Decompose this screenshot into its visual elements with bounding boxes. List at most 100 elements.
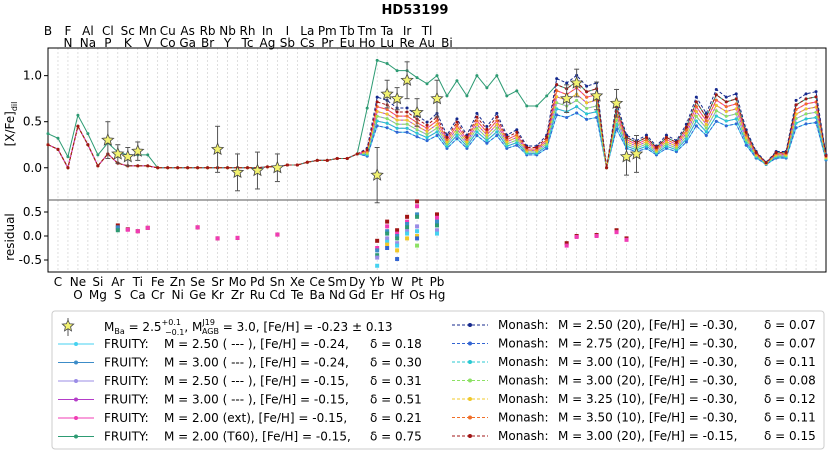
element-label: Ni	[172, 288, 184, 302]
model-point	[794, 126, 798, 130]
model-point	[96, 164, 100, 168]
model-point	[475, 126, 479, 130]
element-label: K	[124, 36, 133, 50]
model-point	[754, 151, 758, 155]
element-label: Sm	[328, 275, 347, 289]
element-label: Pt	[411, 275, 423, 289]
residual-markers	[115, 199, 629, 268]
observed-star	[609, 96, 624, 109]
legend-model-desc: M = 2.50 ( --- ), [Fe/H] = -0.24,	[164, 337, 349, 351]
observed-star	[230, 165, 245, 179]
model-point	[375, 58, 379, 62]
model-point	[585, 106, 589, 110]
observed-star	[380, 87, 394, 100]
residual-marker	[375, 238, 380, 243]
residual-marker	[405, 219, 410, 224]
element-label: Ir	[403, 24, 412, 38]
residual-marker	[375, 263, 380, 268]
model-point	[465, 140, 469, 144]
model-point	[555, 113, 559, 117]
residual-marker	[435, 219, 439, 224]
lower-grid	[57, 200, 817, 272]
element-label: Cr	[151, 288, 164, 302]
model-point	[475, 122, 479, 126]
residual-marker	[435, 223, 439, 228]
model-point	[495, 119, 499, 123]
model-point	[664, 142, 668, 146]
model-point	[495, 130, 499, 134]
element-label: Fe	[151, 275, 165, 289]
model-point	[485, 86, 489, 90]
legend-marker	[74, 360, 78, 365]
model-point	[814, 121, 818, 125]
legend-marker	[74, 342, 78, 346]
model-point	[515, 141, 519, 145]
model-point	[684, 125, 688, 129]
element-label: C	[54, 275, 62, 289]
element-label: Rb	[200, 24, 216, 38]
residual-marker	[614, 230, 619, 235]
observed-abundances	[101, 61, 644, 204]
model-point	[535, 145, 539, 149]
model-point	[295, 163, 299, 167]
model-point	[545, 146, 549, 150]
model-point	[575, 105, 579, 109]
legend-model-desc: M = 3.25 (10), [Fe/H] = -0.30,	[558, 392, 737, 406]
model-point	[585, 95, 589, 99]
element-label: Mn	[139, 24, 157, 38]
observed-star	[430, 91, 444, 105]
model-point	[814, 90, 818, 94]
model-point	[405, 114, 409, 118]
element-label: Cs	[300, 36, 315, 50]
residual-marker	[594, 234, 599, 238]
residual-marker	[375, 255, 380, 260]
element-label: Yb	[369, 275, 385, 289]
element-label: Ta	[380, 24, 394, 38]
element-label: Pd	[250, 275, 265, 289]
model-point	[265, 165, 269, 169]
residual-marker	[145, 225, 150, 230]
observed-star	[131, 144, 145, 157]
model-point	[694, 124, 698, 128]
model-point	[684, 134, 688, 138]
model-point	[575, 98, 579, 102]
element-label: Ho	[359, 36, 375, 50]
model-point	[395, 130, 399, 134]
upper-tick-label: 0.0	[23, 161, 42, 175]
model-point	[445, 140, 449, 144]
model-point	[774, 151, 778, 155]
model-point	[495, 134, 499, 138]
observed-star	[629, 146, 644, 160]
element-label: Sb	[280, 36, 295, 50]
residual-marker	[215, 236, 220, 241]
legend-model-delta: δ = 0.11	[764, 355, 816, 369]
legend-marker	[74, 397, 78, 402]
model-point	[425, 120, 429, 124]
model-point	[395, 69, 399, 73]
legend-model-delta: δ = 0.11	[764, 411, 816, 425]
model-point	[704, 115, 708, 119]
element-label: Xe	[290, 275, 305, 289]
legend-model-desc: M = 3.50 (10), [Fe/H] = -0.30,	[558, 411, 737, 425]
element-label: Sn	[270, 275, 285, 289]
residual-marker	[395, 234, 400, 238]
legend-obs-part: = 3.0, [Fe/H] = -0.23 ± 0.13	[219, 320, 393, 334]
residual-marker	[395, 236, 400, 241]
element-label: Pr	[321, 36, 333, 50]
legend-model-delta: δ = 0.31	[370, 374, 422, 388]
residual-marker	[415, 199, 420, 204]
model-point	[245, 166, 249, 170]
legend-obs-part: J19	[201, 318, 215, 327]
model-point	[465, 144, 469, 148]
model-point	[475, 119, 479, 123]
model-point	[575, 111, 579, 115]
element-label: As	[180, 24, 194, 38]
element-label: Lu	[380, 36, 394, 50]
model-point	[485, 141, 489, 145]
model-point	[724, 119, 728, 123]
model-point	[724, 114, 728, 118]
legend-model-name: FRUITY:	[104, 337, 149, 351]
residual-marker	[385, 246, 390, 250]
model-point	[375, 95, 379, 99]
model-point	[734, 122, 738, 126]
